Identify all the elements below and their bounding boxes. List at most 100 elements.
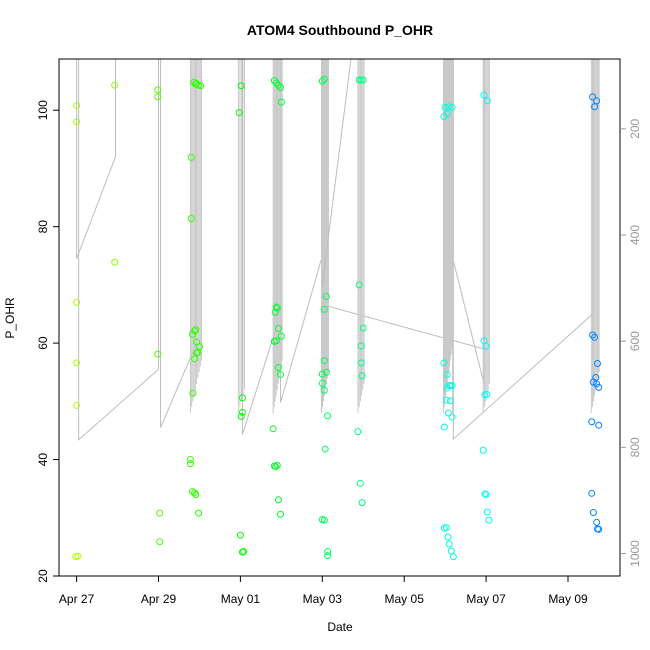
data-point xyxy=(355,281,363,289)
x-tick-label: May 07 xyxy=(466,592,506,606)
data-point xyxy=(589,509,597,517)
data-point xyxy=(440,423,448,431)
data-point xyxy=(318,370,326,378)
data-point xyxy=(272,463,280,471)
data-point xyxy=(238,408,246,416)
data-point xyxy=(591,333,599,341)
data-point xyxy=(154,350,162,358)
data-point xyxy=(274,81,282,89)
data-point xyxy=(111,258,119,266)
data-point xyxy=(448,103,456,111)
data-point xyxy=(355,76,363,84)
data-point xyxy=(443,371,451,379)
y2-tick-label: 400 xyxy=(628,225,642,245)
data-point xyxy=(444,533,452,541)
y-tick-label: 60 xyxy=(36,336,50,350)
y2-tick-label: 1000 xyxy=(628,540,642,567)
y-axis-label: P_OHR xyxy=(3,297,17,339)
data-point xyxy=(73,118,81,126)
x-tick-label: May 09 xyxy=(548,592,588,606)
data-point xyxy=(274,496,282,504)
data-point xyxy=(320,305,328,313)
data-point xyxy=(357,359,365,367)
chart-title: ATOM4 Southbound P_OHR xyxy=(247,22,433,38)
data-point xyxy=(321,445,329,453)
x-tick-label: Apr 27 xyxy=(59,592,95,606)
data-point xyxy=(191,327,199,335)
data-point xyxy=(192,490,200,498)
x-tick-label: May 05 xyxy=(385,592,425,606)
data-point xyxy=(277,98,285,106)
data-point xyxy=(359,76,367,84)
data-point xyxy=(440,359,448,367)
data-point xyxy=(270,337,278,345)
data-point xyxy=(589,93,597,101)
data-point xyxy=(358,499,366,507)
y2-tick-label: 600 xyxy=(628,331,642,351)
data-point xyxy=(440,113,448,121)
y2-tick-label: 200 xyxy=(628,118,642,138)
data-point xyxy=(277,84,285,92)
data-point xyxy=(271,308,279,316)
data-point xyxy=(187,215,195,223)
data-point xyxy=(322,293,330,301)
y-tick-label: 20 xyxy=(36,569,50,583)
plot-frame xyxy=(58,58,621,577)
data-point xyxy=(444,409,452,417)
data-point xyxy=(357,342,365,350)
data-point xyxy=(479,446,487,454)
data-point xyxy=(589,331,597,339)
y-tick-label: 80 xyxy=(36,220,50,234)
data-point xyxy=(320,357,328,365)
data-point xyxy=(272,79,280,87)
data-point xyxy=(359,324,367,332)
data-point xyxy=(273,304,281,312)
data-point xyxy=(444,103,452,111)
data-point xyxy=(192,326,200,334)
y-tick-label: 40 xyxy=(36,453,50,467)
data-point xyxy=(73,102,81,110)
data-point xyxy=(448,413,456,421)
data-point xyxy=(154,86,162,94)
depth-trace xyxy=(452,59,594,441)
data-point xyxy=(357,76,365,84)
data-point xyxy=(274,364,282,372)
depth-trace xyxy=(76,59,117,259)
data-point xyxy=(73,401,81,409)
data-point xyxy=(445,540,453,548)
data-point xyxy=(195,343,203,351)
data-point xyxy=(193,79,201,87)
data-point xyxy=(156,538,164,546)
data-point xyxy=(187,153,195,161)
data-point xyxy=(235,109,243,117)
data-point xyxy=(593,380,601,388)
data-point xyxy=(320,516,328,524)
data-point xyxy=(154,93,162,101)
x-axis-label: Date xyxy=(327,620,353,634)
data-point xyxy=(449,553,457,561)
data-point xyxy=(354,428,362,436)
depth-trace xyxy=(321,58,352,285)
data-point xyxy=(73,359,81,367)
data-point xyxy=(270,77,278,85)
y-tick-label: 100 xyxy=(36,100,50,120)
y2-tick-label: 800 xyxy=(628,437,642,457)
data-point xyxy=(111,81,119,89)
data-point xyxy=(272,303,280,311)
data-point xyxy=(593,518,601,526)
x-tick-label: Apr 29 xyxy=(141,592,177,606)
data-point xyxy=(483,390,491,398)
data-point xyxy=(188,330,196,338)
x-tick-label: May 01 xyxy=(221,592,261,606)
data-point xyxy=(324,552,332,560)
data-point xyxy=(588,418,596,426)
data-point xyxy=(191,489,199,497)
data-point xyxy=(156,509,164,517)
data-point xyxy=(591,103,599,111)
depth-trace xyxy=(448,59,485,384)
data-point xyxy=(189,389,197,397)
data-point xyxy=(446,397,454,405)
data-point xyxy=(595,421,603,429)
data-point xyxy=(277,332,285,340)
data-point xyxy=(195,509,203,517)
